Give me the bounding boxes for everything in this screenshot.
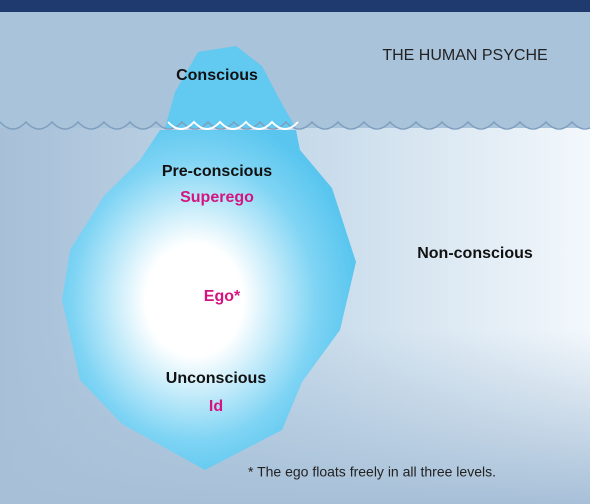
preconscious-label: Pre-conscious [162,163,272,180]
nonconscious-label: Non-conscious [417,245,533,262]
title: THE HUMAN PSYCHE [382,47,547,64]
sky [0,12,590,128]
diagram: THE HUMAN PSYCHE Conscious Pre-conscious… [0,0,590,504]
conscious-label: Conscious [176,67,258,84]
superego-label: Superego [180,189,254,206]
unconscious-label: Unconscious [166,370,267,387]
id-label: Id [209,398,223,415]
footnote: * The ego floats freely in all three lev… [248,464,496,480]
top-band [0,0,590,12]
ego-label: Ego* [204,288,241,305]
